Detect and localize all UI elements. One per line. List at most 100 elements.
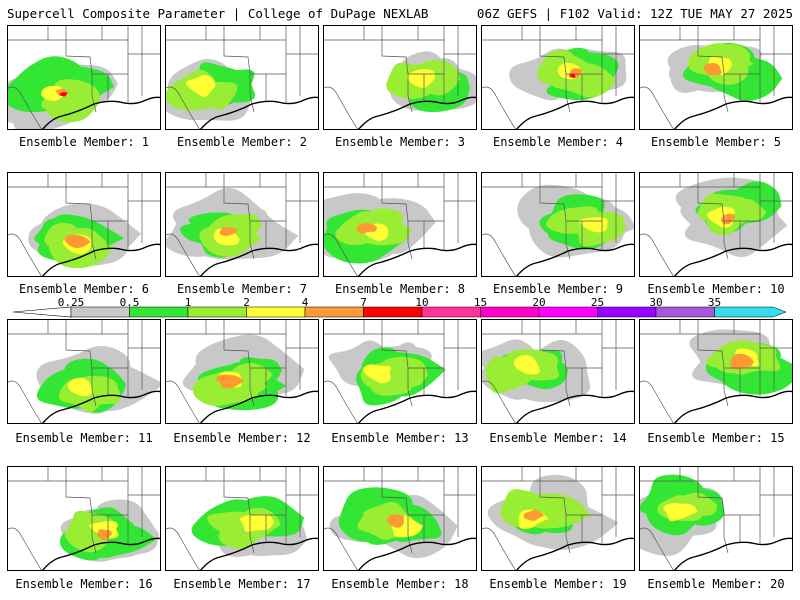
coastline	[41, 390, 160, 423]
state-border	[759, 467, 792, 537]
ensemble-member-label: Ensemble Member: 6	[18, 282, 150, 296]
state-border	[697, 320, 760, 335]
ensemble-member-map	[7, 172, 161, 277]
ensemble-member-label: Ensemble Member: 13	[331, 431, 469, 445]
ensemble-member-label: Ensemble Member: 16	[15, 577, 153, 591]
scp-shaded-area	[386, 514, 404, 528]
ensemble-member-map	[481, 25, 635, 130]
scp-shaded-area	[356, 223, 378, 234]
coastline	[199, 243, 318, 276]
state-border	[8, 527, 42, 570]
state-border	[408, 481, 445, 543]
scp-contour-field	[166, 173, 318, 276]
state-border	[601, 173, 634, 243]
scp-contour-field	[166, 320, 318, 423]
scp-contour-field	[640, 26, 792, 129]
state-border	[724, 481, 761, 543]
scp-shaded-area	[87, 376, 119, 401]
state-border	[679, 320, 681, 334]
state-border	[640, 233, 674, 276]
scp-contour-field	[640, 320, 792, 423]
ensemble-member-label: Ensemble Member: 4	[492, 135, 624, 149]
ensemble-member-map	[481, 172, 635, 277]
state-border	[8, 380, 42, 423]
state-border	[223, 467, 286, 482]
ensemble-member-label: Ensemble Member: 5	[650, 135, 782, 149]
scp-shaded-area	[513, 355, 541, 375]
coastline	[673, 390, 792, 423]
coastline	[199, 390, 318, 423]
state-border	[285, 467, 318, 537]
ensemble-member-label: Ensemble Member: 10	[647, 282, 785, 296]
state-border	[205, 320, 207, 334]
scp-contour-field	[324, 26, 476, 129]
coastline	[199, 537, 318, 570]
scp-shaded-area	[730, 353, 754, 370]
ensemble-member-map	[323, 25, 477, 130]
coastline	[673, 243, 792, 276]
state-border	[223, 26, 286, 41]
ensemble-member-map	[165, 319, 319, 424]
state-border	[601, 467, 634, 537]
state-border	[324, 380, 358, 423]
scp-contour-field	[8, 173, 160, 276]
coastline	[41, 537, 160, 570]
state-border	[601, 320, 634, 390]
state-border	[724, 40, 761, 102]
state-border	[697, 26, 760, 41]
legend-color-swatch	[714, 306, 787, 318]
legend-color-swatch	[187, 306, 247, 318]
state-border	[166, 380, 200, 423]
ensemble-member-map	[7, 319, 161, 424]
ensemble-member-map	[639, 25, 793, 130]
state-border	[381, 320, 444, 335]
state-border	[285, 320, 318, 390]
state-border	[408, 334, 445, 396]
legend-tick-label: 0.25	[57, 296, 85, 309]
state-border	[408, 40, 445, 102]
coastline	[515, 96, 634, 129]
state-border	[521, 320, 523, 334]
scp-contour-field	[640, 467, 792, 570]
scp-contour-field	[8, 320, 160, 423]
state-border	[679, 467, 681, 481]
state-border	[65, 173, 128, 188]
coastline	[199, 96, 318, 129]
ensemble-member-map	[481, 466, 635, 571]
state-border	[640, 86, 674, 129]
scp-contour-field	[324, 320, 476, 423]
state-border	[205, 467, 207, 481]
state-border	[408, 187, 445, 249]
scp-contour-field	[640, 173, 792, 276]
ensemble-member-label: Ensemble Member: 14	[489, 431, 627, 445]
state-border	[47, 173, 49, 187]
state-border	[250, 334, 287, 396]
state-border	[363, 26, 365, 40]
state-border	[324, 233, 358, 276]
coastline	[515, 243, 634, 276]
state-border	[324, 527, 358, 570]
state-border	[443, 467, 476, 537]
scp-contour-field	[482, 26, 634, 129]
state-border	[324, 86, 358, 129]
state-border	[759, 173, 792, 243]
legend-tick-label: 15	[473, 296, 488, 309]
state-border	[482, 527, 516, 570]
state-border	[521, 26, 523, 40]
state-border	[47, 320, 49, 334]
scp-contour-field	[166, 467, 318, 570]
ensemble-member-map	[323, 466, 477, 571]
ensemble-member-map	[639, 319, 793, 424]
scp-shaded-area	[703, 62, 722, 76]
ensemble-member-map	[639, 466, 793, 571]
scp-shaded-area	[185, 75, 216, 97]
state-border	[539, 26, 602, 41]
state-border	[363, 173, 365, 187]
ensemble-member-map	[639, 172, 793, 277]
valid-time-label: 06Z GEFS | F102 Valid: 12Z TUE MAY 27 20…	[476, 6, 793, 21]
state-border	[724, 187, 761, 249]
ensemble-member-label: Ensemble Member: 11	[15, 431, 153, 445]
state-border	[285, 173, 318, 243]
coastline	[673, 537, 792, 570]
scp-shaded-area	[720, 213, 735, 225]
